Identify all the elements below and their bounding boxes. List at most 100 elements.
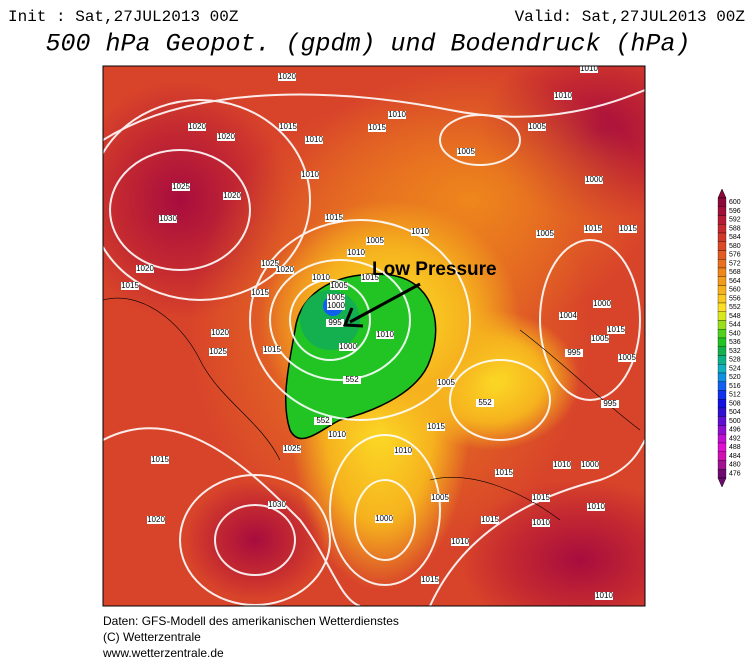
colorbar-label: 512 <box>729 392 741 399</box>
isobar-label-bg <box>188 123 206 131</box>
isobar-label: 1015 <box>584 224 602 233</box>
isobar-label: 1015 <box>481 515 499 524</box>
isobar-label-bg <box>553 461 571 469</box>
isobar-label-bg <box>147 516 165 524</box>
isobar-label: 1000 <box>593 299 611 308</box>
colorbar-swatch <box>717 451 727 461</box>
isobar-label: 1010 <box>388 110 406 119</box>
isobar-label-bg <box>325 214 343 222</box>
colorbar-swatch <box>717 285 727 295</box>
colorbar-label: 600 <box>729 199 741 206</box>
isobar-label-bg <box>209 348 227 356</box>
colorbar-label: 544 <box>729 322 741 329</box>
colorbar-swatch <box>717 224 727 234</box>
colorbar-swatch <box>717 407 727 417</box>
isobar-label: 1010 <box>376 330 394 339</box>
isobar-label: 1010 <box>553 460 571 469</box>
isobar-label-bg <box>330 282 348 290</box>
isobar-label: 1010 <box>301 170 319 179</box>
isobar-label: 1000 <box>585 175 603 184</box>
isobar-label-bg <box>581 461 599 469</box>
annotation-arrow <box>349 282 421 324</box>
isobar-label-bg <box>279 123 297 131</box>
isobar-label: 1015 <box>421 575 439 584</box>
colorbar-swatch <box>717 425 727 435</box>
isobar-label-bg <box>476 399 494 407</box>
isobar-label: 1015 <box>368 123 386 132</box>
isobar-label-bg <box>223 192 241 200</box>
isobar-label: 1000 <box>581 460 599 469</box>
isobar-label-bg <box>151 456 169 464</box>
isobar-label-bg <box>607 326 625 334</box>
colorbar-swatch <box>717 372 727 382</box>
isobar-label-bg <box>481 516 499 524</box>
isobar-label-bg <box>217 133 235 141</box>
isobar-label: 1020 <box>147 515 165 524</box>
isobar-label: 1015 <box>325 213 343 222</box>
isobar-label: 1010 <box>532 518 550 527</box>
isobar-label-bg <box>394 447 412 455</box>
isobar-label: 1000 <box>375 514 393 523</box>
isobar-label: 1005 <box>528 122 546 131</box>
isobar-label: 1015 <box>121 281 139 290</box>
isobar-label: 1020 <box>217 132 235 141</box>
isobar-label-bg <box>584 225 602 233</box>
isobar-label-bg <box>268 501 286 509</box>
isobar-label: 1010 <box>394 446 412 455</box>
isobar-label-bg <box>431 494 449 502</box>
isobar-label: 1015 <box>619 224 637 233</box>
colorbar-label: 588 <box>729 225 741 232</box>
colorbar-swatch <box>717 416 727 426</box>
annotation: Low Pressure <box>372 259 497 280</box>
colorbar-swatch <box>717 320 727 330</box>
isobar-label-bg <box>528 123 546 131</box>
isobar-label-bg <box>593 300 611 308</box>
colorbar-swatch <box>717 442 727 452</box>
isobar-label-bg <box>457 148 475 156</box>
isobar-label-bg <box>532 494 550 502</box>
footer-line: Daten: GFS-Modell des amerikanischen Wet… <box>103 614 399 628</box>
isobar-label-bg <box>327 302 345 310</box>
isobar-label: 1025 <box>209 347 227 356</box>
colorbar-swatch <box>717 390 727 400</box>
isobar-label: 1025 <box>261 259 279 268</box>
isobar-label-bg <box>375 515 393 523</box>
valid-time: Valid: Sat,27JUL2013 00Z <box>515 8 746 26</box>
isobar-label: 995 <box>328 318 342 327</box>
isobar-label-bg <box>427 423 445 431</box>
isobar-label: 1030 <box>159 214 177 223</box>
isobar-label-bg <box>376 331 394 339</box>
isobar-label: 1005 <box>457 147 475 156</box>
colorbar-label: 560 <box>729 287 741 294</box>
isobar-label-bg <box>587 503 605 511</box>
colorbar-label: 528 <box>729 357 741 364</box>
isobar-label: 1010 <box>328 430 346 439</box>
colorbar-label: 536 <box>729 339 741 346</box>
isobar-label: 995 <box>603 399 617 408</box>
colorbar-swatch <box>717 294 727 304</box>
colorbar-label: 580 <box>729 243 741 250</box>
colorbar-label: 492 <box>729 435 741 442</box>
isobar-label: 1015 <box>151 455 169 464</box>
isobar-label-bg <box>366 237 384 245</box>
isobar-label: 1005 <box>591 334 609 343</box>
isobar-label: 1005 <box>431 493 449 502</box>
isobar-label: 552 <box>316 416 330 425</box>
footer-line: www.wetterzentrale.de <box>102 646 224 660</box>
colorbar-label: 576 <box>729 252 741 259</box>
isobar-label: 1000 <box>327 301 345 310</box>
footer-line: (C) Wetterzentrale <box>103 630 201 644</box>
colorbar-swatch <box>717 364 727 374</box>
isobar-label-bg <box>368 124 386 132</box>
colorbar-swatch <box>717 232 727 242</box>
isobar-label: 1005 <box>437 378 455 387</box>
colorbar-swatch <box>717 302 727 312</box>
isobar-label-bg <box>559 312 577 320</box>
isobar-label: 1015 <box>263 345 281 354</box>
isobar-label: 1015 <box>607 325 625 334</box>
isobar-label-bg <box>276 266 294 274</box>
isobar-label-bg <box>437 379 455 387</box>
colorbar-label: 564 <box>729 278 741 285</box>
isobar-label-bg <box>305 136 323 144</box>
